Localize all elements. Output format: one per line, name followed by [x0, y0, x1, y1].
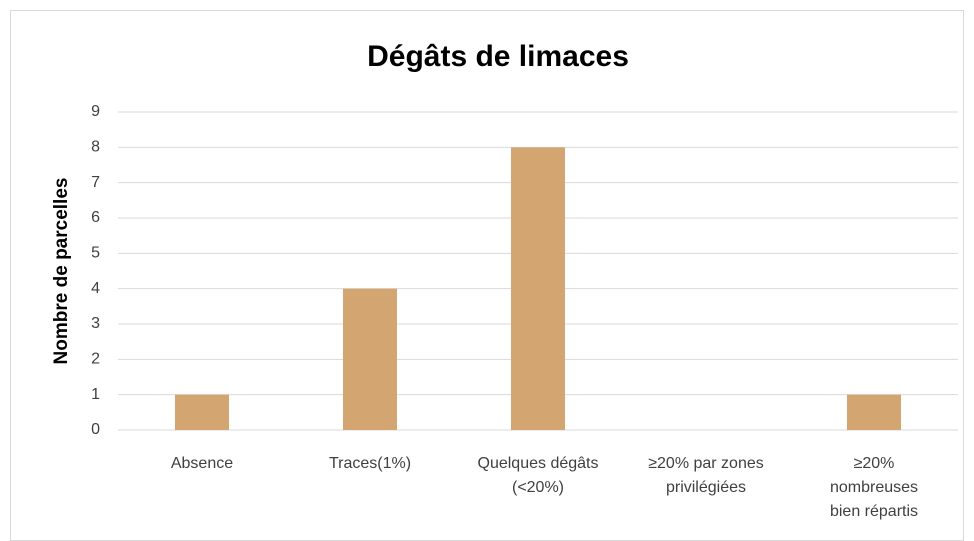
bar	[511, 147, 565, 431]
y-tick-label: 3	[91, 315, 100, 332]
y-tick-label: 0	[91, 421, 100, 438]
y-tick-label: 2	[91, 351, 100, 368]
y-axis-label: Nombre de parcelles	[51, 178, 72, 365]
y-tick-label: 4	[91, 280, 100, 297]
y-tick-label: 7	[91, 174, 100, 191]
chart-title: Dégâts de limaces	[367, 40, 629, 73]
y-tick-label: 5	[91, 245, 100, 262]
x-tick-label: ≥20% nombreuses bien répartis	[830, 455, 918, 520]
x-tick-label: ≥20% par zones privilégiées	[648, 455, 764, 496]
x-tick-label: Quelques dégâts (<20%)	[478, 455, 599, 496]
x-tick-label: Traces(1%)	[329, 455, 411, 472]
x-tick-label: Absence	[171, 455, 233, 472]
chart-frame	[10, 10, 964, 541]
bar	[343, 288, 397, 430]
y-tick-label: 8	[91, 139, 100, 156]
bar	[847, 394, 901, 430]
bar	[175, 394, 229, 430]
y-tick-label: 1	[91, 386, 100, 403]
y-tick-label: 9	[91, 103, 100, 120]
y-tick-label: 6	[91, 209, 100, 226]
